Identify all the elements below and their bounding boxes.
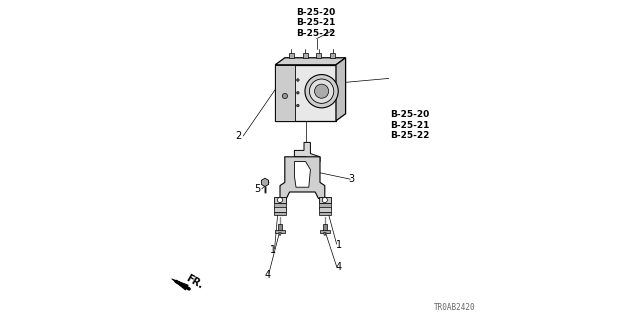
Circle shape xyxy=(315,84,329,98)
Polygon shape xyxy=(336,58,346,121)
Polygon shape xyxy=(275,212,285,215)
Polygon shape xyxy=(275,65,336,121)
Polygon shape xyxy=(303,53,308,58)
Circle shape xyxy=(278,197,283,203)
Polygon shape xyxy=(275,197,285,203)
Polygon shape xyxy=(319,212,331,215)
Text: B-25-20
B-25-21
B-25-22: B-25-20 B-25-21 B-25-22 xyxy=(296,8,335,38)
Polygon shape xyxy=(316,53,321,58)
Text: 4: 4 xyxy=(335,262,342,272)
Text: FR.: FR. xyxy=(184,273,205,291)
Polygon shape xyxy=(261,178,269,187)
Circle shape xyxy=(296,79,299,81)
Polygon shape xyxy=(294,162,310,187)
Polygon shape xyxy=(319,207,331,212)
Circle shape xyxy=(310,79,334,103)
Polygon shape xyxy=(275,230,285,233)
Polygon shape xyxy=(275,207,285,212)
Text: TR0AB2420: TR0AB2420 xyxy=(433,303,475,312)
Circle shape xyxy=(296,104,299,107)
Text: 3: 3 xyxy=(348,174,355,184)
Polygon shape xyxy=(289,53,294,58)
Circle shape xyxy=(282,93,287,99)
Polygon shape xyxy=(275,203,285,209)
Polygon shape xyxy=(319,203,331,209)
Polygon shape xyxy=(280,157,325,198)
Text: 2: 2 xyxy=(236,131,241,141)
Text: 5: 5 xyxy=(255,184,260,194)
Polygon shape xyxy=(275,65,294,121)
Circle shape xyxy=(296,92,299,94)
Polygon shape xyxy=(278,224,282,232)
Text: 4: 4 xyxy=(264,270,270,280)
Polygon shape xyxy=(323,224,327,232)
Text: 1: 1 xyxy=(269,244,276,255)
Polygon shape xyxy=(319,197,331,203)
Polygon shape xyxy=(320,230,330,233)
Circle shape xyxy=(323,197,328,203)
Polygon shape xyxy=(294,142,320,162)
Polygon shape xyxy=(172,279,188,290)
Polygon shape xyxy=(279,233,282,235)
Polygon shape xyxy=(323,233,326,235)
Polygon shape xyxy=(275,58,346,65)
Text: B-25-20
B-25-21
B-25-22: B-25-20 B-25-21 B-25-22 xyxy=(390,110,429,140)
Circle shape xyxy=(305,75,339,108)
Text: 1: 1 xyxy=(335,240,342,250)
Polygon shape xyxy=(330,53,335,58)
